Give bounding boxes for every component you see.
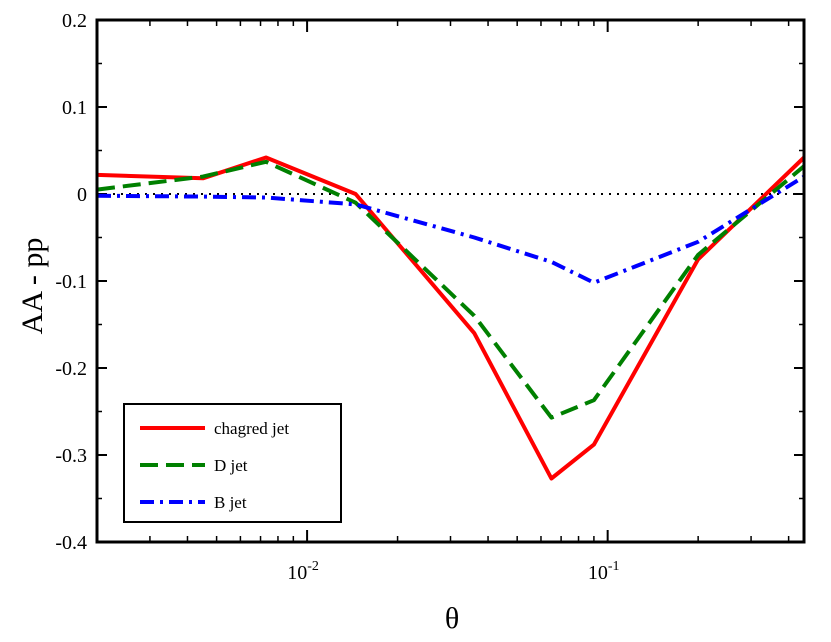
legend-label: B jet bbox=[214, 493, 247, 512]
y-tick-label: -0.1 bbox=[55, 271, 87, 293]
y-tick-label: -0.4 bbox=[55, 532, 87, 554]
series-line-d-jet bbox=[96, 159, 806, 420]
y-tick-label: 0.2 bbox=[62, 10, 87, 32]
series-line-chagred-jet bbox=[96, 155, 806, 481]
y-tick-label: 0 bbox=[77, 184, 87, 206]
legend: chagred jet D jet B jet bbox=[123, 403, 342, 523]
x-tick-label: 10-1 bbox=[588, 559, 620, 584]
x-axis-title: θ bbox=[445, 602, 459, 635]
x-tick-label: 10-2 bbox=[287, 559, 319, 584]
plot-frame bbox=[95, 18, 806, 544]
y-axis-title: AA - pp bbox=[16, 238, 49, 335]
legend-label: chagred jet bbox=[214, 419, 289, 438]
legend-label: D jet bbox=[214, 456, 248, 475]
y-tick-label: -0.2 bbox=[55, 358, 87, 380]
y-tick-label: 0.1 bbox=[62, 97, 87, 119]
y-tick-label: -0.3 bbox=[55, 445, 87, 467]
series-line-b-jet bbox=[96, 174, 806, 285]
